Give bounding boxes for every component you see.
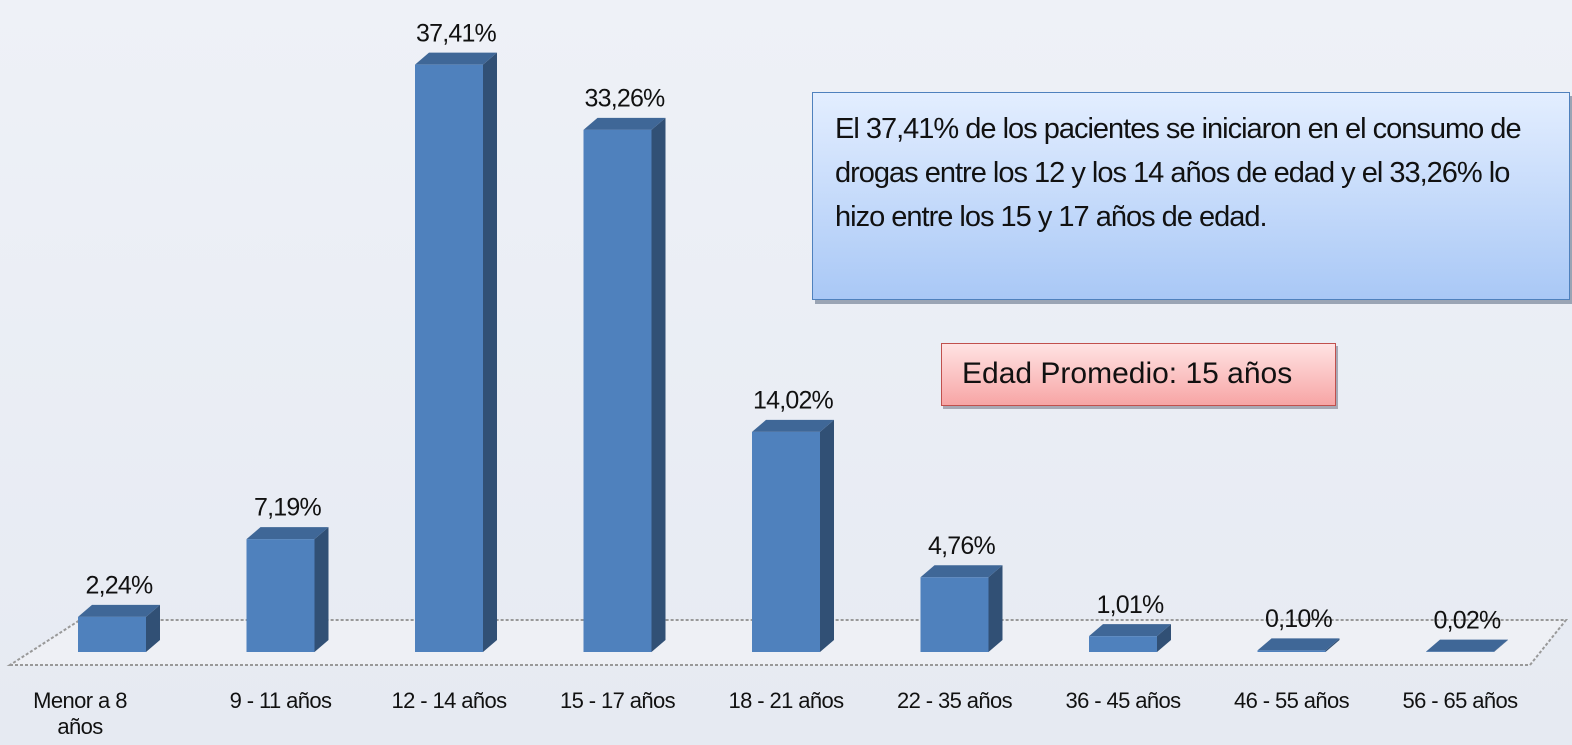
bar-front [752, 431, 820, 652]
bar-side [314, 527, 329, 652]
data-label: 7,19% [254, 494, 321, 522]
bar-side [483, 52, 497, 652]
bar [1089, 624, 1171, 652]
bar-top [415, 52, 497, 65]
x-tick-label: 15 - 17 años [559, 688, 676, 713]
bar [246, 527, 329, 652]
bar [583, 117, 666, 653]
bar [78, 604, 160, 652]
data-label: 33,26% [585, 84, 666, 112]
x-tick-label: 36 - 45 años [1065, 688, 1181, 713]
annotation: Edad Promedio: 15 años [941, 343, 1336, 406]
annotation: El 37,41% de los pacientes se iniciaron … [812, 92, 1570, 300]
data-label: 0,02% [1434, 606, 1501, 634]
x-tick-label: Menor a 8 años [33, 688, 127, 739]
bar-top [920, 565, 1003, 578]
bar-top [1426, 639, 1508, 652]
bar [1426, 639, 1508, 652]
bar-top [78, 604, 160, 617]
x-tick-label: 18 - 21 años [728, 688, 844, 713]
bar-front [246, 539, 315, 652]
x-tick-label: 22 - 35 años [896, 688, 1013, 713]
bar-front [415, 64, 483, 652]
data-label: 4,76% [928, 532, 995, 560]
bar-side [1325, 638, 1340, 652]
bar-side [820, 419, 834, 652]
bar-top [583, 117, 666, 130]
bar-front [1089, 636, 1157, 652]
bar-top [246, 527, 329, 540]
bar-front [920, 577, 989, 652]
x-tick-label: 46 - 55 años [1233, 688, 1350, 713]
data-label: 2,24% [86, 571, 153, 599]
bar-side [1157, 624, 1171, 652]
bar-front [583, 129, 652, 652]
bar-side [651, 117, 666, 653]
bar-front [1257, 650, 1326, 652]
data-label: 0,10% [1265, 605, 1332, 633]
x-tick-label: 56 - 65 años [1402, 688, 1518, 713]
bar-side [988, 565, 1003, 652]
bar [1257, 638, 1340, 652]
x-tick-label: 12 - 14 años [391, 688, 507, 713]
x-tick-label: 9 - 11 años [229, 688, 332, 713]
data-label: 37,41% [416, 19, 497, 47]
bar-side [1494, 639, 1508, 652]
bar [752, 419, 834, 652]
bar-top [752, 419, 834, 432]
data-label: 1,01% [1097, 591, 1164, 619]
bar [415, 52, 497, 652]
data-label: 14,02% [753, 386, 834, 414]
bar [920, 565, 1003, 652]
bar-front [78, 616, 146, 652]
bar-side [146, 604, 160, 652]
bar-top [1089, 624, 1171, 637]
bar-top [1257, 638, 1340, 651]
